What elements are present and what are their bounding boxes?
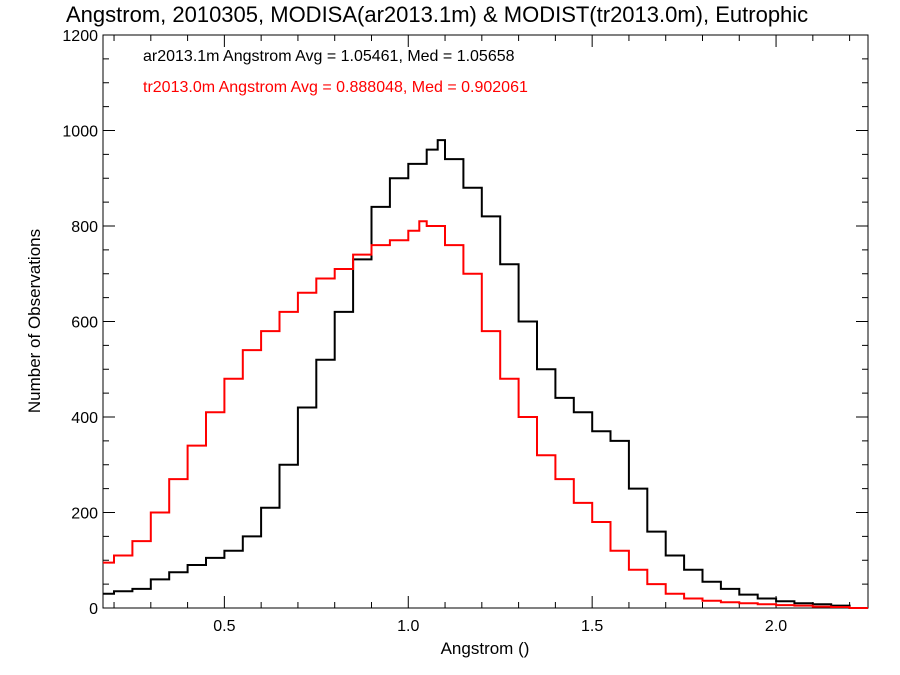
series-tr2013-0m-line bbox=[103, 220, 868, 609]
legend-entry-ar2013-1m: ar2013.1m Angstrom Avg = 1.05461, Med = … bbox=[143, 48, 515, 65]
y-tick-label: 400 bbox=[71, 410, 98, 427]
y-tick-label: 600 bbox=[71, 315, 98, 332]
y-tick-label: 1000 bbox=[62, 124, 98, 141]
plot-area bbox=[103, 139, 868, 609]
y-tick-label: 200 bbox=[71, 506, 98, 523]
series-ar2013-1m-line bbox=[103, 139, 868, 609]
x-tick-label: 1.5 bbox=[581, 618, 603, 635]
chart-title: Angstrom, 2010305, MODISA(ar2013.1m) & M… bbox=[66, 2, 808, 27]
y-axis-label: Number of Observations bbox=[25, 229, 44, 413]
axis-ticks bbox=[103, 34, 868, 609]
plot-frame bbox=[102, 34, 869, 609]
x-tick-label: 0.5 bbox=[213, 618, 235, 635]
x-tick-label: 1.0 bbox=[397, 618, 419, 635]
x-axis-label: Angstrom () bbox=[441, 639, 530, 658]
axis-tick-labels: 0.5 1.0 1.5 2.0 0 200 400 600 800 1000 1200 bbox=[62, 28, 787, 635]
y-tick-label: 1200 bbox=[62, 28, 98, 45]
x-tick-label: 2.0 bbox=[765, 618, 787, 635]
y-tick-label: 0 bbox=[89, 601, 98, 618]
legend-entry-tr2013-0m: tr2013.0m Angstrom Avg = 0.888048, Med =… bbox=[143, 79, 528, 96]
y-tick-label: 800 bbox=[71, 219, 98, 236]
